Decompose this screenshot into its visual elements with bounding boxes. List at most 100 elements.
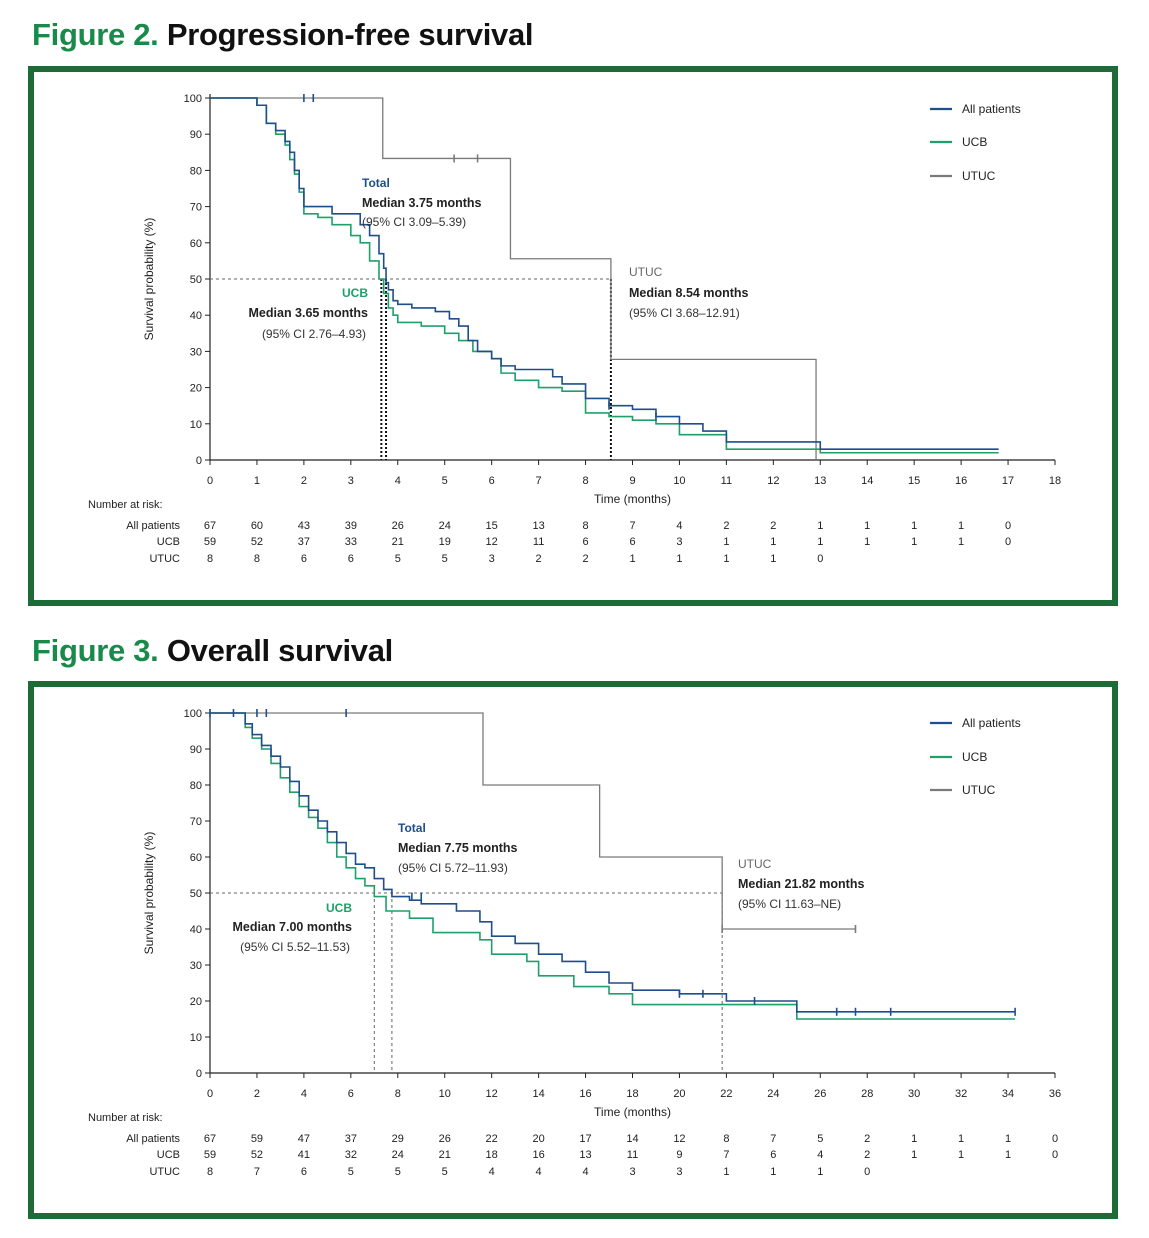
chart2-x-tick-label: 2 (301, 475, 307, 487)
chart2-risk-value: 0 (1005, 520, 1011, 532)
chart3-risk-value: 17 (579, 1133, 591, 1145)
chart2-risk-value: 11 (533, 536, 544, 548)
chart3-annotation-ucb-median: Median 7.00 months (233, 920, 353, 934)
chart3-risk-value: 1 (770, 1166, 776, 1178)
chart2-risk-value: 1 (958, 536, 964, 548)
chart3-y-tick-label: 20 (190, 996, 202, 1008)
chart3-y-tick-label: 0 (196, 1068, 202, 1080)
chart3-risk-value: 12 (673, 1133, 685, 1145)
chart3-risk-value: 4 (536, 1166, 542, 1178)
chart2-risk-value: 1 (770, 553, 776, 565)
chart3-risk-value: 7 (770, 1133, 776, 1145)
chart2-y-tick-label: 10 (190, 419, 202, 431)
chart2-x-tick-label: 1 (254, 475, 260, 487)
chart3-y-tick-label: 100 (184, 708, 202, 720)
figure3-heading: Figure 3. Overall survival (32, 633, 393, 669)
chart2-risk-row-label: UTUC (149, 553, 180, 565)
chart3-risk-row-label: UTUC (149, 1166, 180, 1178)
chart3-x-tick-label: 14 (532, 1088, 544, 1100)
chart3-y-axis-label: Survival probability (%) (142, 832, 156, 955)
chart3-x-tick-label: 20 (673, 1088, 685, 1100)
chart2-series-utuc (210, 97, 817, 460)
chart3-annotation-utuc-name: UTUC (738, 857, 772, 871)
figure2-title: Progression-free survival (166, 17, 534, 52)
chart3-series-ucb (210, 712, 1016, 1020)
chart2-annotation-total-ci: (95% CI 3.09–5.39) (362, 215, 466, 229)
chart3-risk-row-label: UCB (157, 1149, 180, 1161)
chart2-x-tick-label: 6 (489, 475, 495, 487)
chart3-annotation-total-median: Median 7.75 months (398, 841, 518, 855)
chart3-risk-value: 29 (392, 1133, 404, 1145)
chart3-x-tick-label: 32 (955, 1088, 967, 1100)
chart3-x-tick-label: 22 (720, 1088, 732, 1100)
chart3-x-tick-label: 18 (626, 1088, 638, 1100)
chart2-risk-value: 0 (817, 553, 823, 565)
chart3-risk-value: 18 (486, 1149, 498, 1161)
chart3-risk-value: 1 (958, 1133, 964, 1145)
chart3-y-tick-label: 60 (190, 852, 202, 864)
chart2-annotation-ucb-median: Median 3.65 months (249, 306, 369, 320)
chart3-risk-row-label: All patients (126, 1133, 180, 1145)
chart3-risk-value: 1 (817, 1166, 823, 1178)
chart2-risk-value: 3 (489, 553, 495, 565)
chart3-legend-label-utuc: UTUC (962, 783, 996, 797)
chart3-risk-value: 6 (770, 1149, 776, 1161)
chart3-risk-value: 67 (204, 1133, 216, 1145)
chart3-series-utuc (210, 712, 856, 930)
chart2-risk-value: 59 (204, 536, 216, 548)
chart2-risk-value: 37 (298, 536, 310, 548)
chart3-x-tick-label: 36 (1049, 1088, 1061, 1100)
chart3-legend-label-all: All patients (962, 716, 1021, 730)
chart3-risk-value: 4 (489, 1166, 495, 1178)
chart2-annotation-utuc-ci: (95% CI 3.68–12.91) (629, 306, 740, 320)
chart3-risk-value: 13 (579, 1149, 591, 1161)
chart2-x-tick-label: 5 (442, 475, 448, 487)
chart2-risk-value: 6 (582, 536, 588, 548)
chart2-legend-label-ucb: UCB (962, 135, 987, 149)
chart3-risk-value: 47 (298, 1133, 310, 1145)
chart2-y-axis-label: Survival probability (%) (142, 218, 156, 341)
chart2-risk-value: 5 (442, 553, 448, 565)
chart3-risk-value: 32 (345, 1149, 357, 1161)
chart2-risk-value: 1 (911, 520, 917, 532)
chart3-risk-value: 1 (911, 1133, 917, 1145)
chart3-risk-value: 0 (1052, 1149, 1058, 1161)
chart2-y-tick-label: 40 (190, 310, 202, 322)
chart3-x-tick-label: 4 (301, 1088, 307, 1100)
chart2-legend-label-utuc: UTUC (962, 169, 996, 183)
chart2-risk-value: 0 (1005, 536, 1011, 548)
figure3-title: Overall survival (166, 633, 393, 668)
figure3-label: Figure 3. (32, 633, 159, 668)
chart3-x-tick-label: 6 (348, 1088, 354, 1100)
chart3-y-tick-label: 70 (190, 816, 202, 828)
chart2-risk-value: 26 (392, 520, 404, 532)
chart3-annotation-utuc-median: Median 21.82 months (738, 877, 864, 891)
chart2-risk-value: 1 (723, 536, 729, 548)
chart3-risk-value: 5 (348, 1166, 354, 1178)
chart2-risk-value: 5 (395, 553, 401, 565)
chart2-legend-label-all: All patients (962, 102, 1021, 116)
chart3-risk-value: 7 (254, 1166, 260, 1178)
chart2-y-tick-label: 80 (190, 165, 202, 177)
chart3-y-tick-label: 40 (190, 924, 202, 936)
chart3-risk-value: 8 (207, 1166, 213, 1178)
chart3-annotation-total-name: Total (398, 821, 426, 835)
chart3-risk-value: 41 (298, 1149, 310, 1161)
chart2-annotation-utuc-name: UTUC (629, 265, 663, 279)
chart3-annotation-utuc-ci: (95% CI 11.63–NE) (738, 897, 841, 911)
chart2-y-tick-label: 50 (190, 274, 202, 286)
chart2-x-tick-label: 12 (767, 475, 779, 487)
chart3-risk-value: 22 (486, 1133, 498, 1145)
chart2-risk-value: 1 (958, 520, 964, 532)
figure2-heading: Figure 2. Progression-free survival (32, 17, 534, 53)
chart2-risk-value: 3 (676, 536, 682, 548)
chart2-risk-value: 13 (532, 520, 544, 532)
chart2-risk-value: 12 (486, 536, 498, 548)
chart2-x-tick-label: 7 (536, 475, 542, 487)
chart3-x-tick-label: 10 (439, 1088, 451, 1100)
chart3-risk-value: 52 (251, 1149, 263, 1161)
chart2-x-tick-label: 16 (955, 475, 967, 487)
chart2-risk-value: 39 (345, 520, 357, 532)
chart2-y-tick-label: 30 (190, 346, 202, 358)
chart2-x-tick-label: 18 (1049, 475, 1061, 487)
